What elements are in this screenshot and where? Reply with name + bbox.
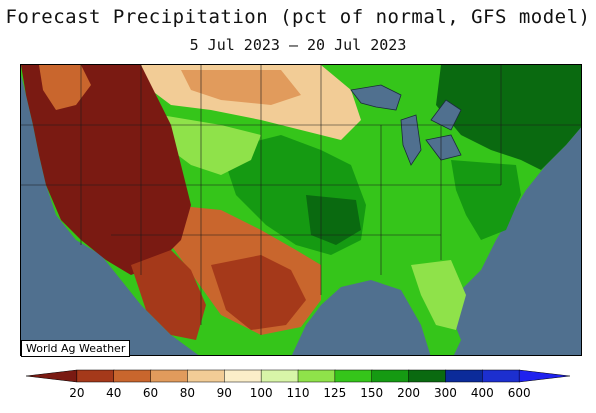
region-northeast bbox=[436, 65, 581, 170]
colorbar-swatch bbox=[76, 369, 115, 383]
colorbar-swatch bbox=[297, 369, 336, 383]
colorbar-swatch bbox=[408, 369, 447, 383]
colorbar-swatch bbox=[334, 369, 373, 383]
colorbar-tick-label: 110 bbox=[287, 386, 310, 400]
region-central-deep bbox=[306, 195, 361, 245]
colorbar-swatch bbox=[150, 369, 189, 383]
colorbar-swatch bbox=[113, 369, 152, 383]
region-north-orange bbox=[181, 70, 301, 105]
colorbar-swatch bbox=[260, 369, 299, 383]
region-west bbox=[21, 65, 191, 275]
colorbar-tick-label: 20 bbox=[69, 386, 84, 400]
colorbar-tick-label: 200 bbox=[397, 386, 420, 400]
region-east-dark bbox=[451, 160, 521, 240]
state-borders bbox=[21, 65, 581, 335]
colorbar-tick-label: 600 bbox=[508, 386, 531, 400]
region-pacific-nw bbox=[39, 65, 91, 110]
colorbar-swatch bbox=[224, 369, 262, 383]
date-range-subtitle: 5 Jul 2023 – 20 Jul 2023 bbox=[189, 36, 407, 54]
credit-label: World Ag Weather bbox=[21, 340, 131, 357]
colorbar-legend: 20 40 60 80 90 100 110 125 150 200 300 400 600 bbox=[25, 369, 571, 400]
colorbar-tick-label: 90 bbox=[217, 386, 232, 400]
precipitation-map bbox=[20, 64, 582, 356]
region-southeast bbox=[411, 260, 466, 330]
colorbar-tick-label: 150 bbox=[360, 386, 383, 400]
colorbar-tick-label: 40 bbox=[106, 386, 121, 400]
colorbar-swatch bbox=[371, 369, 410, 383]
colorbar-swatch bbox=[25, 369, 78, 383]
map-title: Forecast Precipitation (pct of normal, G… bbox=[5, 6, 591, 28]
colorbar-swatch bbox=[445, 369, 484, 383]
colorbar-tick-label: 100 bbox=[250, 386, 273, 400]
region-southwest bbox=[131, 250, 206, 340]
colorbar-tick-label: 400 bbox=[471, 386, 494, 400]
colorbar-swatch bbox=[518, 369, 571, 383]
region-texas bbox=[211, 255, 306, 330]
colorbar-swatch bbox=[187, 369, 226, 383]
colorbar-tick-label: 300 bbox=[434, 386, 457, 400]
region-north-plains bbox=[161, 115, 261, 175]
colorbar-tick-label: 60 bbox=[143, 386, 158, 400]
colorbar-swatch bbox=[482, 369, 520, 383]
colorbar-tick-label: 80 bbox=[180, 386, 195, 400]
colorbar-tick-label: 125 bbox=[323, 386, 346, 400]
